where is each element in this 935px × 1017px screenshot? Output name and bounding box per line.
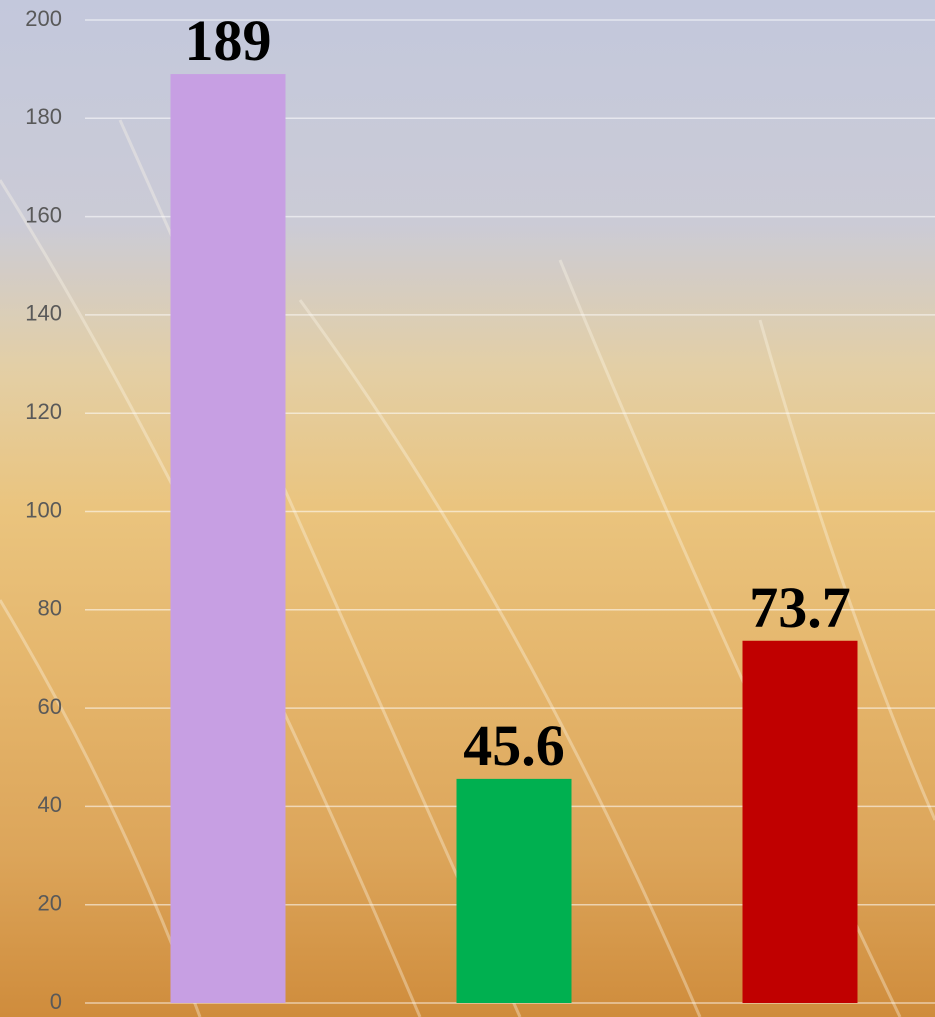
- y-tick-label: 180: [25, 104, 62, 129]
- y-tick-label: 120: [25, 399, 62, 424]
- streak: [298, 299, 702, 1017]
- y-tick-label: 200: [25, 6, 62, 31]
- data-label: 189: [185, 8, 272, 73]
- y-tick-label: 80: [38, 596, 62, 621]
- bar: [170, 74, 286, 1003]
- data-label: 73.7: [749, 575, 851, 640]
- data-label: 45.6: [463, 713, 565, 778]
- y-tick-label: 20: [38, 891, 62, 916]
- streak: [758, 319, 935, 821]
- bar: [742, 640, 858, 1003]
- y-tick-label: 100: [25, 497, 62, 522]
- y-tick-label: 60: [38, 694, 62, 719]
- y-tick-label: 40: [38, 792, 62, 817]
- streak: [0, 599, 202, 1017]
- y-tick-label: 0: [50, 989, 62, 1014]
- bar: [456, 778, 572, 1003]
- y-tick-label: 140: [25, 301, 62, 326]
- y-tick-label: 160: [25, 202, 62, 227]
